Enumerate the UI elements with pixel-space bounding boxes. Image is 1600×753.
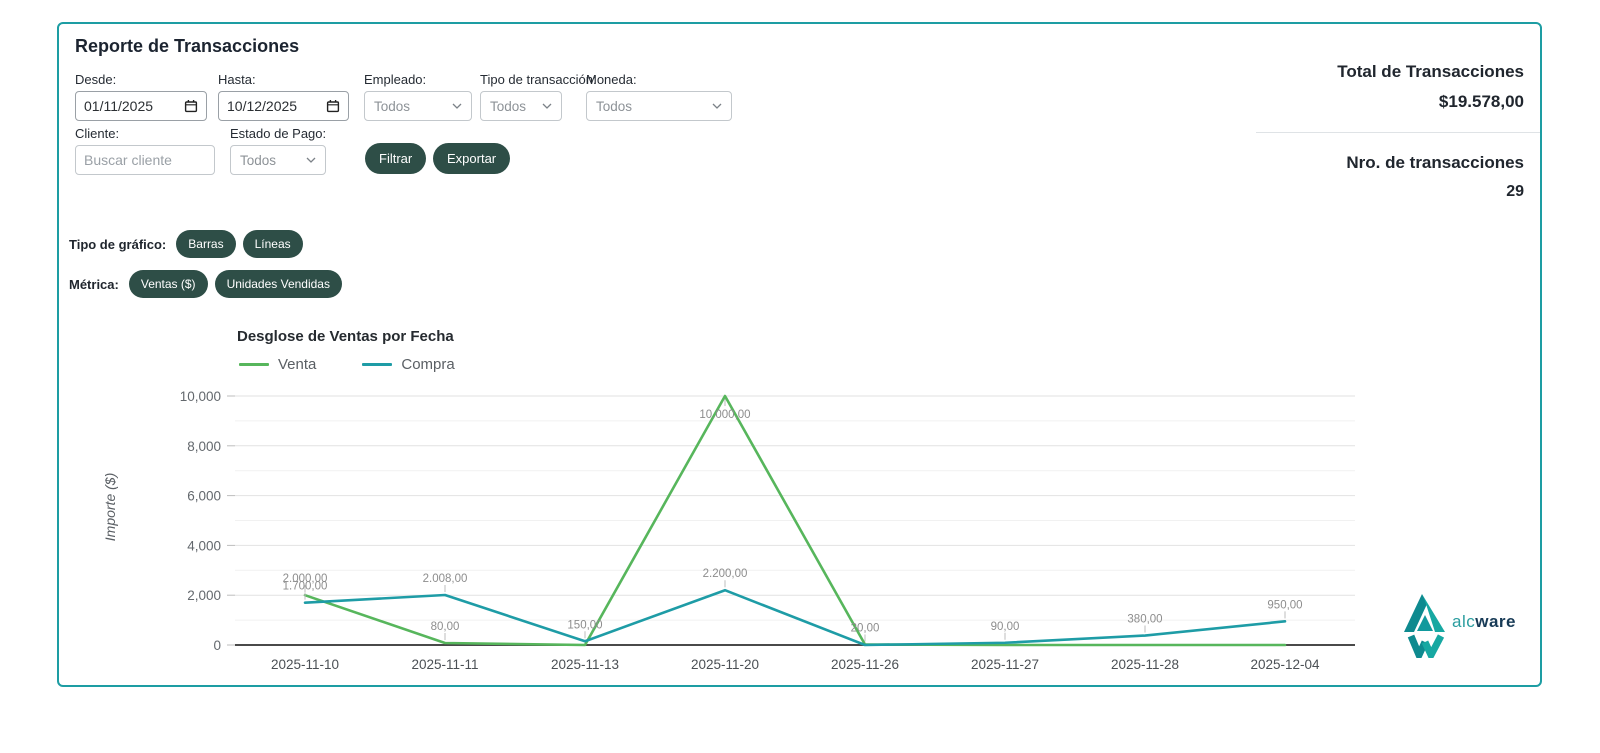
x-axis-title: Fecha	[235, 682, 1355, 685]
filter-hasta: Hasta:	[218, 72, 349, 121]
data-label: 2.008,00	[423, 573, 468, 585]
chart-legend: Venta Compra	[239, 356, 455, 373]
legend-item-venta[interactable]: Venta	[239, 356, 316, 373]
filter-tipo-transaccion: Tipo de transacción: Todos	[480, 72, 597, 121]
venta-legend-label: Venta	[278, 356, 317, 373]
filter-cliente: Cliente:	[75, 126, 215, 175]
barras-button[interactable]: Barras	[176, 230, 236, 258]
y-tick-label: 2,000	[187, 588, 221, 603]
chevron-down-icon	[452, 103, 462, 109]
alcware-logo: alcware	[1395, 590, 1516, 658]
hasta-date-input[interactable]	[218, 91, 349, 121]
transaction-count-label: Nro. de transacciones	[1346, 153, 1524, 172]
filtrar-button[interactable]: Filtrar	[365, 143, 427, 174]
chart-type-row: Tipo de gráfico: Barras Líneas	[69, 230, 303, 258]
x-tick-label: 2025-11-26	[831, 657, 899, 672]
y-tick-label: 4,000	[187, 538, 221, 553]
estado-pago-select[interactable]: Todos	[230, 145, 326, 175]
summary-divider	[1256, 132, 1540, 133]
cliente-label: Cliente:	[75, 126, 120, 141]
moneda-selected: Todos	[596, 98, 633, 114]
desde-label: Desde:	[75, 72, 117, 87]
estado-pago-selected: Todos	[240, 152, 277, 168]
empleado-selected: Todos	[374, 98, 411, 114]
data-label: 90,00	[991, 621, 1020, 633]
tipo-transaccion-selected: Todos	[490, 98, 527, 114]
x-tick-label: 2025-11-10	[271, 657, 339, 672]
filter-estado-pago: Estado de Pago: Todos	[230, 126, 326, 175]
calendar-icon[interactable]	[326, 99, 340, 113]
compra-line-swatch	[362, 363, 393, 366]
chart-title: Desglose de Ventas por Fecha	[237, 328, 454, 345]
logo-alc-part: alc	[1452, 612, 1476, 631]
unidades-metric-button[interactable]: Unidades Vendidas	[214, 270, 342, 298]
exportar-button[interactable]: Exportar	[433, 143, 511, 174]
filter-desde: Desde:	[75, 72, 207, 121]
empleado-select[interactable]: Todos	[364, 91, 472, 121]
data-label: 950,00	[1267, 599, 1302, 611]
hasta-label: Hasta:	[218, 72, 256, 87]
y-tick-label: 10,000	[180, 389, 221, 404]
data-label: 20,00	[851, 623, 880, 635]
compra-legend-label: Compra	[401, 356, 455, 373]
moneda-select[interactable]: Todos	[586, 91, 732, 121]
page-title: Reporte de Transacciones	[75, 36, 300, 56]
desde-date-input[interactable]	[75, 91, 207, 121]
data-label: 2.000,00	[283, 573, 328, 585]
total-transactions-value: $19.578,00	[1438, 92, 1524, 111]
estado-pago-label: Estado de Pago:	[230, 126, 327, 141]
metric-label: Métrica:	[69, 276, 119, 292]
tipo-transaccion-label: Tipo de transacción:	[480, 72, 597, 87]
summary-panel: Total de Transacciones $19.578,00 Nro. d…	[1256, 62, 1540, 201]
data-label: 380,00	[1127, 614, 1162, 626]
ventas-metric-button[interactable]: Ventas ($)	[128, 270, 208, 298]
x-tick-label: 2025-11-27	[971, 657, 1039, 672]
legend-item-compra[interactable]: Compra	[362, 356, 455, 373]
empleado-label: Empleado:	[364, 72, 427, 87]
report-card: Reporte de Transacciones Desde: Hasta: E…	[57, 22, 1542, 687]
venta-line-swatch	[239, 363, 269, 366]
x-tick-label: 2025-12-04	[1250, 657, 1320, 672]
alcware-logo-text: alcware	[1452, 612, 1516, 632]
total-transactions-label: Total de Transacciones	[1337, 62, 1524, 81]
y-tick-label: 6,000	[187, 489, 221, 504]
data-label: 2.200,00	[703, 568, 748, 580]
desde-date-value[interactable]	[84, 98, 178, 114]
data-label: 80,00	[431, 621, 460, 633]
moneda-label: Moneda:	[586, 72, 637, 87]
cliente-search-box[interactable]	[75, 145, 215, 175]
line-chart[interactable]: 0 2,000 4,000 6,000 8,000 10,000 2025-11-10 202…	[59, 380, 1542, 687]
chevron-down-icon	[306, 157, 316, 163]
filter-empleado: Empleado: Todos	[364, 72, 472, 121]
metric-row: Métrica: Ventas ($) Unidades Vendidas	[69, 270, 342, 298]
x-tick-label: 2025-11-11	[411, 657, 478, 672]
tipo-transaccion-select[interactable]: Todos	[480, 91, 562, 121]
chevron-down-icon	[712, 103, 722, 109]
venta-line[interactable]	[303, 394, 1287, 647]
x-tick-label: 2025-11-28	[1111, 657, 1179, 672]
cliente-search-input[interactable]	[84, 152, 206, 168]
data-label: 1.700,00	[283, 581, 328, 593]
logo-ware-part: ware	[1475, 612, 1516, 631]
alcware-logo-icon	[1404, 594, 1445, 658]
data-label: 150,00	[567, 619, 602, 631]
data-label: 10.000,00	[699, 409, 750, 421]
chart-type-label: Tipo de gráfico:	[69, 236, 167, 252]
lineas-button[interactable]: Líneas	[242, 230, 303, 258]
y-tick-label: 0	[213, 638, 221, 653]
filter-moneda: Moneda: Todos	[586, 72, 732, 121]
compra-line[interactable]	[303, 588, 1287, 647]
x-tick-label: 2025-11-13	[551, 657, 619, 672]
y-tick-label: 8,000	[187, 439, 221, 454]
hasta-date-value[interactable]	[227, 98, 320, 114]
calendar-icon[interactable]	[184, 99, 198, 113]
chevron-down-icon	[542, 103, 552, 109]
transaction-count-value: 29	[1506, 183, 1524, 200]
x-tick-label: 2025-11-20	[691, 657, 759, 672]
